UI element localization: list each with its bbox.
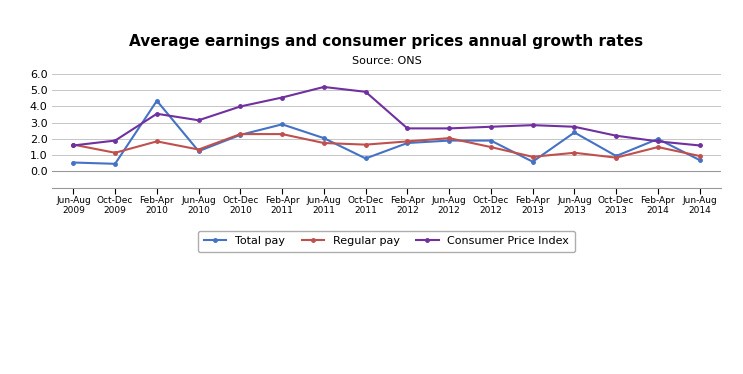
Consumer Price Index [361,90,370,94]
Regular pay [111,150,120,155]
Total pay [570,130,579,135]
Total pay [361,156,370,161]
Total pay [236,133,245,137]
Total pay [319,136,328,140]
Line: Total pay: Total pay [71,99,701,166]
Line: Consumer Price Index: Consumer Price Index [71,85,701,147]
Consumer Price Index [319,85,328,89]
Regular pay [403,139,412,144]
Consumer Price Index [654,139,663,144]
Regular pay [695,154,704,158]
Consumer Price Index [194,118,203,123]
Total pay [69,160,78,165]
Regular pay [278,132,287,137]
Consumer Price Index [695,143,704,148]
Regular pay [152,139,161,144]
Regular pay [487,145,496,149]
Total pay [654,137,663,141]
Total pay [487,138,496,143]
Regular pay [194,147,203,152]
Total pay [528,159,537,164]
Consumer Price Index [403,126,412,131]
Total pay [194,149,203,153]
Regular pay [69,142,78,147]
Title: Average earnings and consumer prices annual growth rates: Average earnings and consumer prices ann… [129,34,643,49]
Line: Regular pay: Regular pay [71,132,701,159]
Consumer Price Index [528,123,537,128]
Consumer Price Index [69,143,78,148]
Consumer Price Index [278,95,287,100]
Consumer Price Index [487,125,496,129]
Text: Source: ONS: Source: ONS [351,56,421,66]
Regular pay [570,150,579,155]
Regular pay [236,132,245,137]
Total pay [152,98,161,103]
Regular pay [611,156,620,160]
Consumer Price Index [111,138,120,143]
Consumer Price Index [611,134,620,138]
Consumer Price Index [152,111,161,116]
Total pay [445,138,454,143]
Regular pay [654,145,663,149]
Regular pay [319,141,328,145]
Regular pay [361,142,370,147]
Regular pay [528,154,537,159]
Consumer Price Index [445,126,454,131]
Regular pay [445,136,454,140]
Total pay [695,158,704,162]
Total pay [403,141,412,145]
Total pay [611,154,620,158]
Consumer Price Index [236,104,245,109]
Total pay [111,162,120,166]
Consumer Price Index [570,125,579,129]
Total pay [278,122,287,126]
Legend: Total pay, Regular pay, Consumer Price Index: Total pay, Regular pay, Consumer Price I… [198,231,575,252]
